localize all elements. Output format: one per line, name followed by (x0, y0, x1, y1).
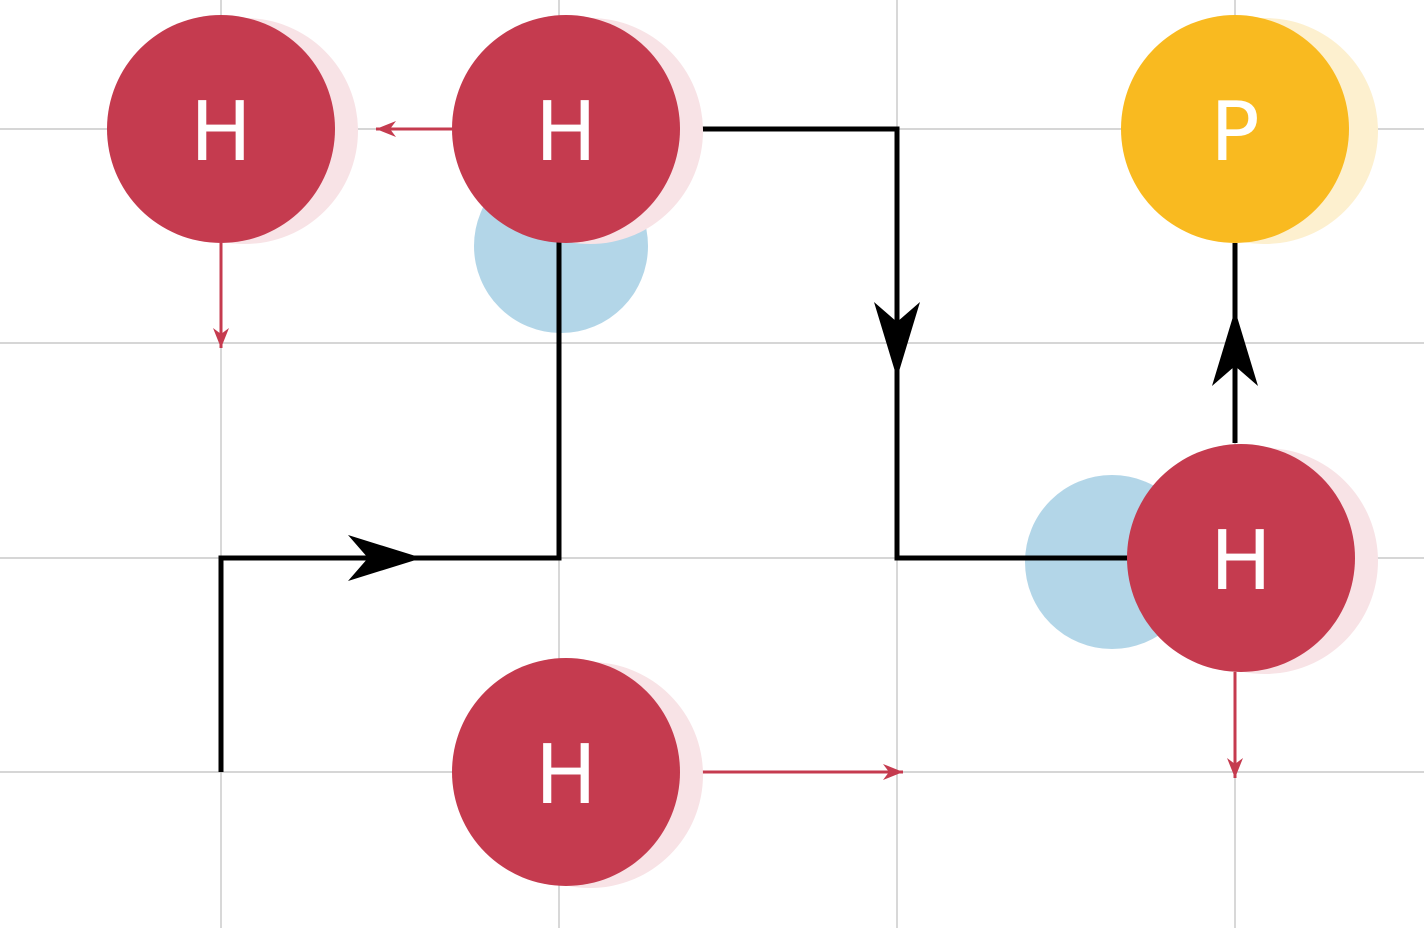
atom-p-circle (1121, 15, 1349, 243)
force-arrows (213, 121, 1243, 780)
atom-p: P (1121, 15, 1349, 243)
path-arrow-icon (348, 535, 422, 581)
atom-p-label: P (1210, 85, 1259, 180)
atom-h: H (1127, 444, 1355, 672)
atom-h: H (107, 15, 335, 243)
path-arrow-icon (874, 302, 920, 378)
atom-h-circle (1127, 444, 1355, 672)
path-arrows (348, 302, 1258, 581)
atom-h-circle (107, 15, 335, 243)
path-arrow-icon (1212, 310, 1258, 386)
atom-h: H (452, 658, 680, 886)
atom-h-circle (452, 15, 680, 243)
atom-h: H (452, 15, 680, 243)
atom-h-label: H (535, 728, 597, 823)
atom-h-circle (452, 658, 680, 886)
path (218, 126, 1238, 772)
atom-h-label: H (1210, 514, 1272, 609)
atom-h-label: H (190, 85, 252, 180)
atom-h-label: H (535, 85, 597, 180)
